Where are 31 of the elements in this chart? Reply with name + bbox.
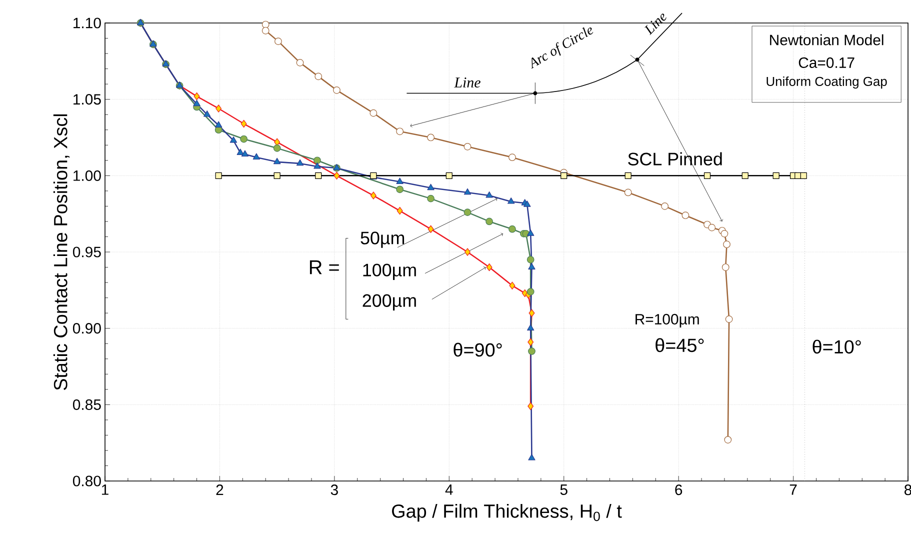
y-tick-label: 0.90 [72, 323, 101, 334]
y-tick-label: 0.95 [72, 246, 101, 258]
series-label: SCL Pinned [628, 152, 722, 166]
x-tick-label: 4 [445, 484, 453, 495]
text: 200µm [362, 294, 416, 310]
y-tick-label: 1.05 [74, 94, 101, 105]
x-axis-title: Gap / Film Thickness, H$_{0}$ / t [392, 504, 622, 522]
x-tick-label: 6 [675, 484, 682, 496]
annotation: Arc of Circle [531, 27, 594, 69]
y-tick-label: 1.00 [74, 170, 101, 181]
x-tick-label: 3 [330, 484, 338, 496]
x-tick-label: 2 [216, 484, 224, 495]
annotation: θ=45° [656, 338, 704, 352]
annotation: θ=10° [812, 340, 861, 354]
annotation: θ=90° [454, 342, 502, 357]
annotation: R=100µm [636, 314, 699, 328]
x-tick-label: 1 [102, 484, 108, 495]
text: 100µm [363, 264, 416, 280]
x-tick-label: 5 [560, 484, 568, 495]
y-tick-label: 1.10 [74, 18, 101, 28]
annotation: Line [454, 78, 480, 88]
annotation: R = [310, 260, 339, 274]
y-tick-label: 0.80 [72, 476, 101, 486]
annotation: Ca=0.17 [798, 57, 854, 68]
text: 50µm [360, 232, 404, 248]
annotation: Newtonian Model [770, 34, 884, 46]
x-tick-label: 7 [790, 484, 797, 495]
annotation: Uniform Coating Gap [766, 76, 887, 89]
y-tick-label: 0.85 [72, 399, 101, 410]
annotation: Line [644, 14, 666, 36]
y-axis-title: Static Contact Line Position, Xscl [53, 114, 70, 390]
